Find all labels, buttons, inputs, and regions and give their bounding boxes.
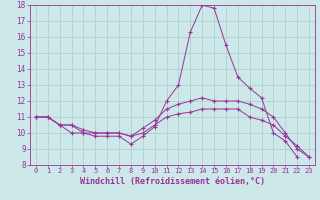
X-axis label: Windchill (Refroidissement éolien,°C): Windchill (Refroidissement éolien,°C) xyxy=(80,177,265,186)
